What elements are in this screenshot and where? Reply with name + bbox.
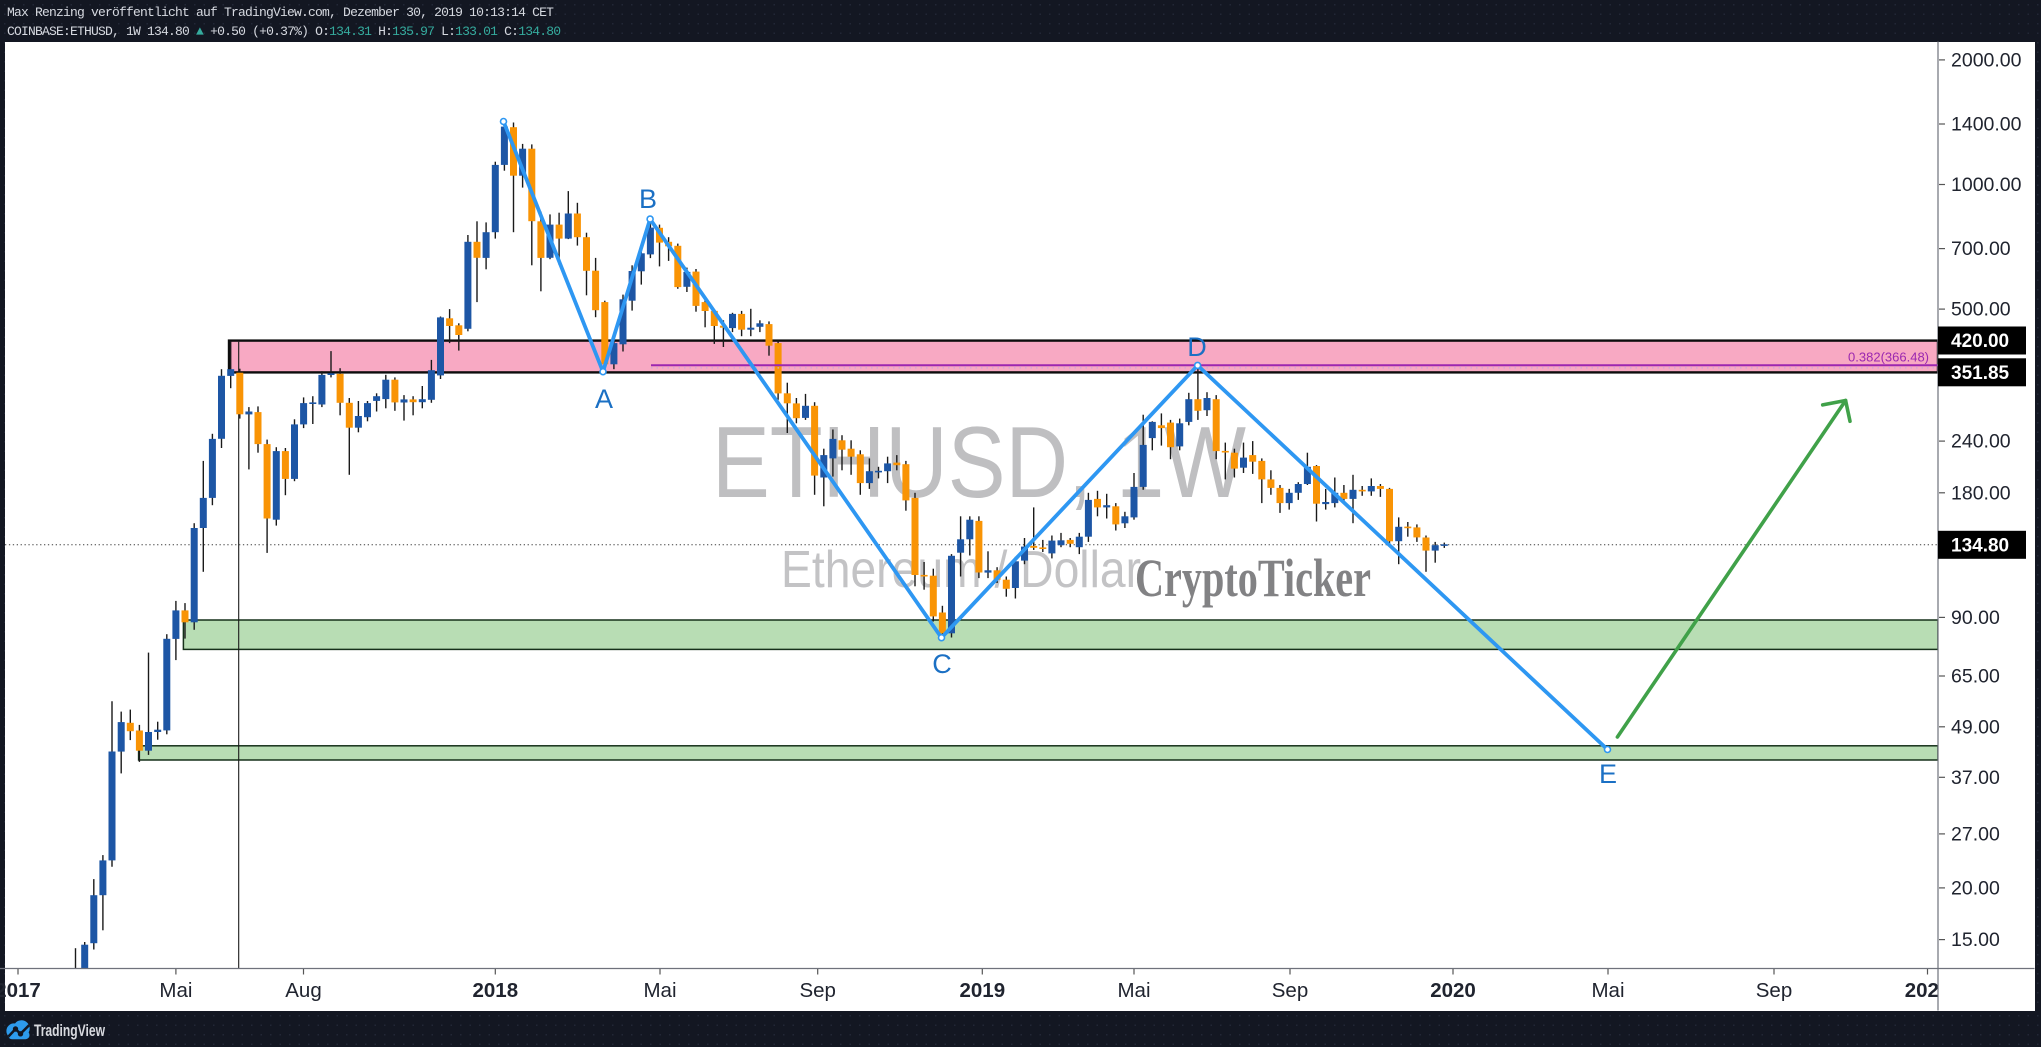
- svg-text:2000.00: 2000.00: [1951, 49, 2022, 71]
- svg-text:2021: 2021: [1905, 979, 1951, 1002]
- svg-text:27.00: 27.00: [1951, 823, 2000, 845]
- svg-text:Mai: Mai: [1591, 979, 1624, 1002]
- svg-text:B: B: [639, 184, 657, 214]
- svg-text:420.00: 420.00: [1951, 331, 2009, 352]
- svg-text:CryptoTicker: CryptoTicker: [1135, 548, 1371, 608]
- svg-text:C: C: [932, 649, 952, 679]
- svg-text:65.00: 65.00: [1951, 666, 2000, 688]
- svg-text:180.00: 180.00: [1951, 482, 2011, 504]
- svg-text:0.382(366.48): 0.382(366.48): [1848, 350, 1929, 365]
- svg-text:Sep: Sep: [1272, 979, 1308, 1002]
- svg-text:Sep: Sep: [799, 979, 835, 1002]
- svg-text:D: D: [1187, 332, 1207, 362]
- svg-text:700.00: 700.00: [1951, 238, 2011, 260]
- svg-text:2020: 2020: [1430, 979, 1476, 1002]
- svg-text:134.80: 134.80: [1951, 535, 2009, 556]
- svg-text:2019: 2019: [959, 979, 1005, 1002]
- svg-text:351.85: 351.85: [1951, 363, 2010, 384]
- svg-text:A: A: [595, 384, 613, 414]
- svg-text:1000.00: 1000.00: [1951, 174, 2022, 196]
- svg-text:E: E: [1599, 759, 1617, 789]
- svg-text:ETHUSD, 1W: ETHUSD, 1W: [712, 407, 1246, 519]
- svg-text:15.00: 15.00: [1951, 929, 2000, 951]
- svg-text:2018: 2018: [472, 979, 518, 1002]
- svg-text:Aug: Aug: [285, 979, 321, 1002]
- svg-text:37.00: 37.00: [1951, 767, 2000, 789]
- svg-text:TradingView: TradingView: [34, 1021, 106, 1040]
- svg-text:2017: 2017: [0, 979, 41, 1002]
- svg-text:20.00: 20.00: [1951, 877, 2000, 899]
- svg-text:1400.00: 1400.00: [1951, 114, 2022, 136]
- svg-text:49.00: 49.00: [1951, 716, 2000, 738]
- svg-text:240.00: 240.00: [1951, 431, 2011, 453]
- svg-text:Sep: Sep: [1756, 979, 1792, 1002]
- svg-text:Mai: Mai: [643, 979, 676, 1002]
- svg-text:Mai: Mai: [1117, 979, 1150, 1002]
- svg-text:90.00: 90.00: [1951, 607, 2000, 629]
- svg-text:500.00: 500.00: [1951, 299, 2011, 321]
- svg-text:Mai: Mai: [159, 979, 192, 1002]
